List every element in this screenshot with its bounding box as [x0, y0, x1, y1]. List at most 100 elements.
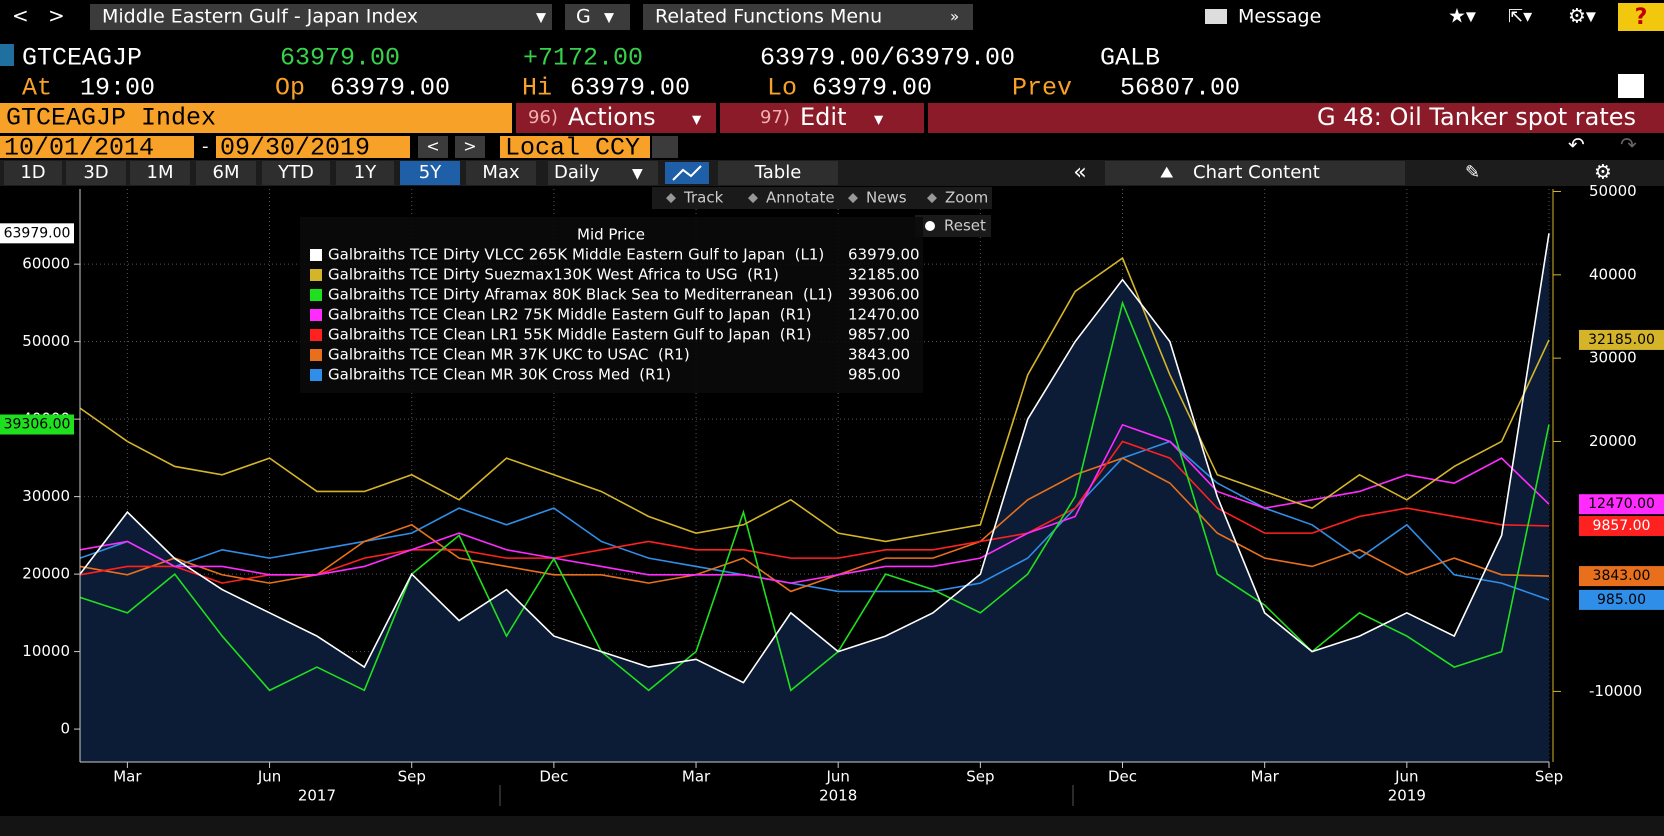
tool-button[interactable]: Annotate: [766, 189, 835, 207]
x-tick-label: Sep: [1535, 768, 1563, 786]
period-button[interactable]: [66, 161, 126, 185]
line: [79, 233, 1550, 684]
at-label: At: [22, 74, 52, 103]
x-tick-label: Mar: [682, 768, 711, 786]
y2-tick-label: 50000: [1589, 182, 1637, 200]
back-arrow[interactable]: <: [12, 4, 29, 28]
last-value-tag: [1579, 494, 1664, 515]
edit-num: 97): [760, 107, 790, 128]
period-button[interactable]: [130, 161, 190, 185]
legend-swatch: [310, 309, 322, 321]
line: [79, 423, 1550, 584]
chart-content-button[interactable]: [1105, 161, 1405, 185]
edit-button[interactable]: [720, 103, 924, 133]
actions-num: 96): [528, 107, 558, 128]
reset-icon: [925, 221, 935, 231]
y2-tick-label: 20000: [1589, 432, 1637, 450]
period-button[interactable]: [4, 161, 62, 185]
dropdown-icon: ▼: [692, 113, 702, 127]
status-bar: [0, 816, 1664, 836]
area: [80, 233, 1549, 762]
prev-label: Prev: [1012, 74, 1072, 103]
reset-button[interactable]: [915, 215, 991, 237]
tool-icon: ◆: [748, 191, 758, 206]
period-label: 1M: [147, 162, 174, 183]
table-button[interactable]: [718, 161, 838, 185]
period-button[interactable]: [336, 161, 394, 185]
settings-icon[interactable]: ⚙▾: [1568, 4, 1596, 28]
legend-value: 12470.00: [848, 306, 920, 324]
period-label: 1Y: [354, 162, 377, 183]
next-range[interactable]: [455, 136, 485, 158]
edit-chart-icon[interactable]: ✎: [1465, 162, 1480, 183]
start-date-box[interactable]: [0, 136, 194, 158]
last-value-label: 39306.00: [4, 417, 71, 433]
legend-swatch: [310, 269, 322, 281]
year-label: 2017: [298, 787, 336, 805]
dropdown-icon: ▼: [632, 166, 643, 182]
last-value-label: 3843.00: [1593, 568, 1651, 584]
frequency: Daily: [554, 162, 600, 183]
last-value-tag: [1579, 515, 1664, 536]
legend-swatch: [310, 329, 322, 341]
line: [79, 440, 1550, 584]
legend-swatch: [310, 369, 322, 381]
export-icon[interactable]: ⇱▾: [1508, 6, 1532, 27]
period-button[interactable]: [196, 161, 256, 185]
tool-button[interactable]: Zoom: [945, 189, 988, 207]
undo-icon[interactable]: ↶: [1568, 133, 1585, 157]
status-square: [0, 44, 14, 66]
last-value-label: 12470.00: [1588, 496, 1655, 512]
tool-button[interactable]: Track: [683, 189, 724, 207]
export-doc-icon[interactable]: [1618, 74, 1644, 98]
period-label: 1D: [20, 162, 45, 183]
prev-range[interactable]: [418, 136, 448, 158]
actions-button[interactable]: [516, 103, 716, 133]
related: Related Functions Menu: [655, 6, 882, 28]
change: +7172.00: [523, 44, 643, 73]
help-box[interactable]: [1618, 3, 1664, 31]
legend-swatch: [310, 289, 322, 301]
period-button[interactable]: [262, 161, 330, 185]
tool-button[interactable]: News: [866, 189, 907, 207]
legend-name: Galbraiths TCE Clean LR1 55K Middle East…: [328, 326, 811, 344]
period-button[interactable]: [466, 161, 536, 185]
last-value-tag: [0, 414, 74, 435]
frequency-button[interactable]: [548, 161, 658, 185]
title-box: [928, 103, 1664, 133]
period-button[interactable]: [400, 161, 460, 185]
last-value-tag: [1579, 329, 1664, 350]
chart-settings-icon[interactable]: ⚙: [1594, 160, 1612, 184]
lo-label: Lo: [767, 74, 797, 103]
redo-icon[interactable]: ↷: [1620, 133, 1637, 157]
high: 63979.00: [570, 74, 690, 103]
line: [79, 457, 1550, 593]
last-value-label: 9857.00: [1593, 518, 1651, 534]
currency-dropdown[interactable]: [652, 136, 678, 158]
end-date-box[interactable]: [216, 136, 410, 158]
chart-tools: [652, 187, 992, 209]
g-box[interactable]: [565, 4, 630, 30]
star-icon[interactable]: ★▾: [1448, 4, 1476, 28]
currency-box[interactable]: [500, 136, 650, 158]
period-buttons: 1D 3D 1M 6M YTD 1Y 5Y Max: [4, 161, 536, 185]
x-tick-label: Mar: [1251, 768, 1280, 786]
table: Table: [754, 162, 802, 183]
message[interactable]: Message: [1238, 6, 1321, 28]
last-value-tag: [1579, 589, 1664, 610]
collapse-icon[interactable]: «: [1073, 160, 1086, 185]
x-tick-label: Sep: [966, 768, 994, 786]
legend-value: 32185.00: [848, 266, 920, 284]
forward-arrow[interactable]: >: [48, 4, 65, 28]
y-tick-label: 0: [60, 720, 70, 738]
related-box[interactable]: [643, 4, 973, 30]
y-tick-label: 20000: [22, 565, 70, 583]
y2-tick-label: -10000: [1589, 682, 1642, 700]
date-separator: -: [202, 136, 209, 157]
security-box[interactable]: [90, 4, 552, 30]
period-label: Max: [482, 162, 520, 183]
tool-icon: ◆: [666, 191, 676, 206]
legend-name: Galbraiths TCE Dirty Aframax 80K Black S…: [328, 286, 833, 304]
tool-icon: ◆: [848, 191, 858, 206]
ticker: GTCEAGJP: [22, 44, 142, 73]
